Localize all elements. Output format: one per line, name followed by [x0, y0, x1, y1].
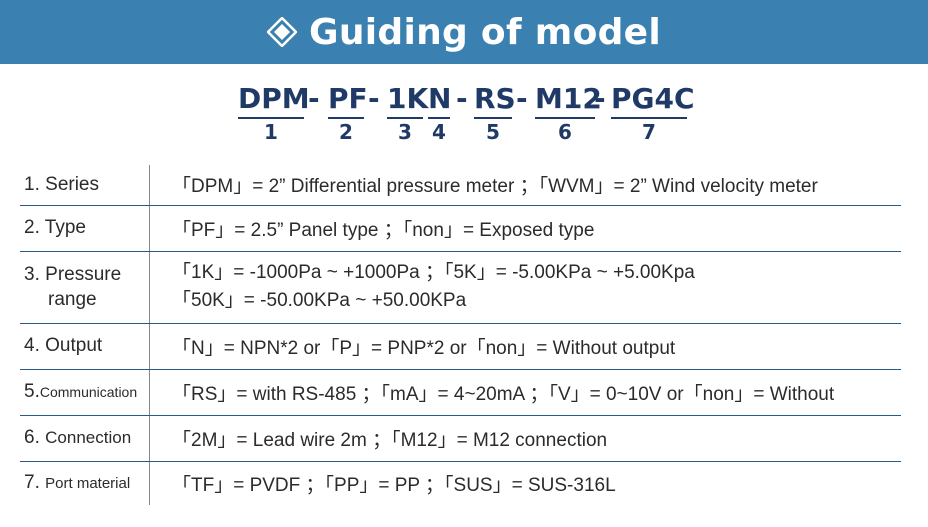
code-number: 3	[387, 117, 423, 145]
code-number: 1	[238, 117, 304, 145]
row-label-text: Output	[45, 335, 103, 356]
code-part: N	[428, 82, 452, 115]
row-value: 「DPM」= 2” Differential pressure meter ；「…	[149, 165, 901, 206]
row-number: 2.	[24, 217, 40, 238]
code-number: 7	[611, 117, 687, 145]
row-number: 5.	[24, 381, 40, 402]
row-value: 「RS」= with RS-485 ；「mA」= 4~20mA ；「V」= 0~…	[149, 369, 901, 416]
header-banner: Guiding of model	[0, 0, 928, 64]
row-label: 6. Connection	[20, 415, 150, 462]
row-label-text: Port material	[45, 475, 131, 493]
code-segment: 1K 3	[387, 82, 429, 145]
row-number: 4.	[24, 335, 40, 356]
table-row: 6. Connection 「2M」= Lead wire 2m ；「M12」=…	[20, 415, 901, 462]
row-label-text: Series	[45, 173, 99, 195]
row-label: 5.Communication	[20, 369, 150, 416]
row-label: 4. Output	[20, 323, 150, 370]
model-code: DPM 1 - PF 2 - 1K 3 N 4 - RS 5 - M12 6 -…	[0, 82, 928, 146]
row-value-line: 「1K」= -1000Pa ~ +1000Pa ；「5K」= -5.00KPa …	[172, 262, 695, 283]
row-number: 6.	[24, 427, 40, 448]
code-number: 6	[535, 117, 595, 145]
row-label: 7. Port material	[20, 461, 150, 505]
row-number: 1.	[24, 173, 40, 195]
code-part: RS	[474, 82, 516, 115]
row-value-line: 「50K」= -50.00KPa ~ +50.00KPa	[172, 290, 467, 311]
table-row: 1. Series 「DPM」= 2” Differential pressur…	[20, 165, 901, 206]
code-part: M12	[535, 82, 602, 115]
row-label-text: range	[48, 289, 97, 310]
page-title: Guiding of model	[308, 11, 662, 53]
code-part: PF	[328, 82, 368, 115]
code-part: DPM	[238, 82, 310, 115]
row-label: 3. Pressure range	[20, 251, 150, 324]
code-segment: PG4C 7	[611, 82, 695, 145]
table-row: 4. Output 「N」= NPN*2 or「P」= PNP*2 or「non…	[20, 323, 901, 370]
code-separator: -	[456, 82, 468, 115]
row-value: 「1K」= -1000Pa ~ +1000Pa ；「5K」= -5.00KPa …	[149, 251, 901, 324]
code-segment: DPM 1	[238, 82, 310, 145]
code-segment: RS 5	[474, 82, 516, 145]
table-row: 2. Type 「PF」= 2.5” Panel type ；「non」= Ex…	[20, 205, 901, 252]
code-number: 4	[428, 117, 450, 145]
table-row: 3. Pressure range 「1K」= -1000Pa ~ +1000P…	[20, 251, 901, 324]
code-number: 5	[474, 117, 512, 145]
row-label-text: Communication	[39, 384, 138, 400]
spec-table: 1. Series 「DPM」= 2” Differential pressur…	[20, 165, 901, 505]
diamond-icon	[266, 16, 298, 48]
code-segment: N 4	[428, 82, 452, 145]
code-separator: -	[368, 82, 380, 115]
row-value: 「N」= NPN*2 or「P」= PNP*2 or「non」= Without…	[149, 323, 901, 370]
code-separator: -	[516, 82, 528, 115]
code-separator: -	[308, 82, 320, 115]
code-separator: -	[594, 82, 606, 115]
code-part: PG4C	[611, 82, 695, 115]
row-label: 1. Series	[20, 165, 150, 206]
code-segment: PF 2	[328, 82, 368, 145]
table-row: 7. Port material 「TF」= PVDF ；「PP」= PP ；「…	[20, 461, 901, 505]
row-label-text: Connection	[45, 428, 132, 447]
row-number: 3.	[24, 264, 40, 285]
row-value: 「TF」= PVDF ；「PP」= PP ；「SUS」= SUS-316L	[172, 474, 616, 496]
row-label-text: Pressure	[45, 264, 122, 285]
row-number: 7.	[24, 472, 40, 494]
row-label-text: Type	[44, 217, 86, 238]
table-row: 5.Communication 「RS」= with RS-485 ；「mA」=…	[20, 369, 901, 416]
row-label: 2. Type	[20, 205, 150, 252]
row-value: 「2M」= Lead wire 2m ；「M12」= M12 connectio…	[149, 415, 901, 462]
code-part: 1K	[387, 82, 429, 115]
code-segment: M12 6	[535, 82, 602, 145]
row-value: 「PF」= 2.5” Panel type ；「non」= Exposed ty…	[149, 205, 901, 252]
code-number: 2	[328, 117, 364, 145]
